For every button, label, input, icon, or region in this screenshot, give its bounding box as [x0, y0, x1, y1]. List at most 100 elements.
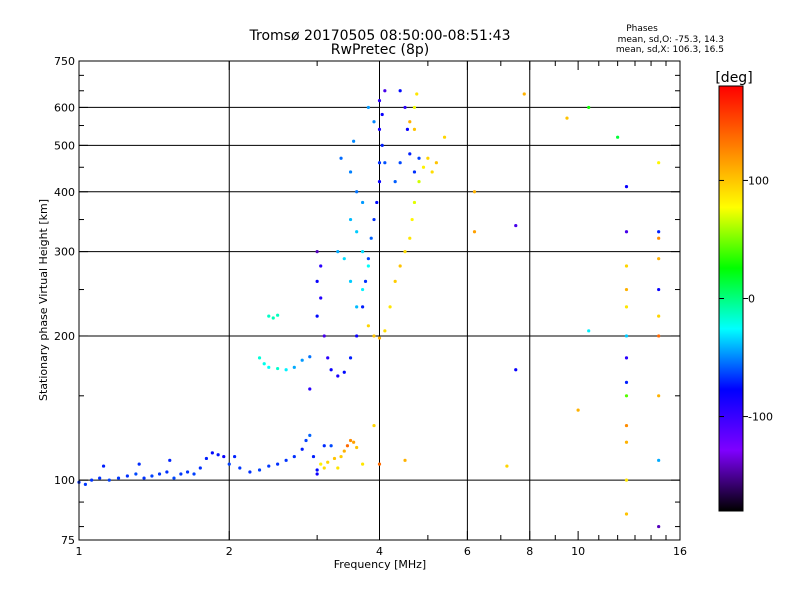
- phase-point: [366, 324, 370, 328]
- phase-point: [342, 449, 346, 453]
- phase-point: [267, 365, 271, 369]
- chart-title: Tromsø 20170505 08:50:00-08:51:43: [249, 28, 511, 44]
- axis-ticks: 1 2 4 6 8 10 16 75 100 200 300 400 500 600 750: [54, 55, 687, 558]
- phase-point: [315, 472, 319, 476]
- phase-point: [329, 368, 333, 372]
- phase-point: [430, 170, 434, 174]
- phase-point: [412, 127, 417, 131]
- phase-point: [352, 139, 356, 143]
- phase-point: [398, 161, 402, 165]
- y-tick-label: 500: [54, 139, 75, 152]
- y-tick-label: 750: [54, 55, 75, 68]
- phase-point: [172, 476, 176, 480]
- legend: Phases mean, sd,O: -75.3, 14.3 mean, sd,…: [616, 24, 724, 55]
- phase-point: [657, 161, 661, 165]
- phase-point: [657, 236, 661, 240]
- phase-point: [157, 472, 162, 476]
- phase-point: [329, 444, 333, 448]
- phase-point: [332, 456, 337, 461]
- phase-point: [248, 470, 252, 474]
- phase-point: [355, 445, 359, 450]
- phase-point: [657, 314, 661, 318]
- phase-point: [377, 462, 382, 466]
- phase-point: [657, 334, 661, 338]
- phase-point: [257, 468, 262, 472]
- phase-point: [624, 264, 629, 268]
- phase-point: [472, 230, 477, 234]
- phase-point: [319, 296, 323, 300]
- phase-point: [107, 478, 111, 482]
- phase-point: [657, 524, 661, 529]
- colorbar-label: [deg]: [715, 70, 752, 86]
- y-tick-label: 600: [54, 101, 75, 114]
- phase-point: [361, 462, 365, 466]
- phase-point: [101, 464, 106, 468]
- phase-point: [262, 362, 266, 366]
- phase-point: [361, 250, 365, 254]
- phase-point: [336, 250, 340, 254]
- phase-point: [355, 230, 359, 234]
- phase-point: [372, 334, 376, 338]
- phase-point: [319, 264, 323, 268]
- phase-point: [326, 460, 330, 464]
- y-tick-label: 400: [54, 186, 75, 199]
- x-tick-label: 2: [226, 545, 233, 558]
- phase-point: [355, 305, 359, 309]
- x-tick-label: 10: [571, 545, 585, 558]
- y-axis-label: Stationary phase Virtual Height [km]: [37, 199, 50, 401]
- phase-point: [442, 135, 447, 139]
- phase-point: [339, 454, 343, 459]
- phase-point: [657, 257, 661, 261]
- phase-point: [403, 105, 407, 110]
- phase-point: [417, 156, 421, 160]
- phase-point: [522, 92, 526, 96]
- legend-heading: Phases: [626, 24, 658, 34]
- phase-point: [624, 305, 629, 309]
- phase-point: [322, 466, 326, 470]
- colorbar: [deg] 100 0 -100: [715, 70, 773, 512]
- phase-point: [142, 476, 146, 480]
- phase-point: [624, 512, 629, 516]
- phase-point: [624, 478, 629, 482]
- phase-point: [408, 120, 412, 124]
- phase-point: [322, 334, 326, 338]
- phase-point: [383, 329, 387, 333]
- phase-point: [83, 482, 88, 486]
- phase-point: [355, 190, 359, 194]
- phase-point: [267, 464, 271, 468]
- x-axis-label: Frequency [MHz]: [334, 558, 426, 571]
- phase-point: [377, 336, 382, 340]
- data-points: [77, 89, 661, 529]
- phase-point: [222, 454, 226, 459]
- phase-point: [339, 156, 343, 160]
- phase-point: [361, 305, 365, 309]
- phase-point: [192, 472, 196, 476]
- phase-point: [308, 387, 312, 391]
- phase-point: [125, 474, 129, 478]
- y-tick-label: 200: [54, 330, 75, 343]
- phase-point: [372, 423, 376, 428]
- phase-point: [276, 366, 280, 371]
- phase-point: [565, 116, 569, 120]
- x-tick-label: 6: [464, 545, 471, 558]
- phase-point: [393, 180, 397, 184]
- phase-point: [624, 185, 629, 189]
- phase-point: [348, 217, 353, 222]
- phase-point: [198, 466, 202, 470]
- phase-point: [271, 316, 275, 320]
- phase-point: [150, 474, 154, 478]
- phase-point: [412, 170, 417, 174]
- phase-point: [300, 447, 304, 451]
- phase-point: [315, 250, 319, 254]
- phase-point: [336, 374, 340, 378]
- x-tick-label: 16: [673, 545, 687, 558]
- phase-point: [137, 462, 141, 466]
- phase-point: [587, 105, 591, 110]
- phase-point: [90, 478, 94, 482]
- legend-line-x: mean, sd,X: 106.3, 16.5: [616, 45, 724, 55]
- phase-point: [372, 120, 376, 124]
- phase-point: [308, 355, 312, 359]
- phase-point: [348, 279, 353, 283]
- grid-lines: [79, 61, 680, 540]
- y-tick-label: 300: [54, 246, 75, 259]
